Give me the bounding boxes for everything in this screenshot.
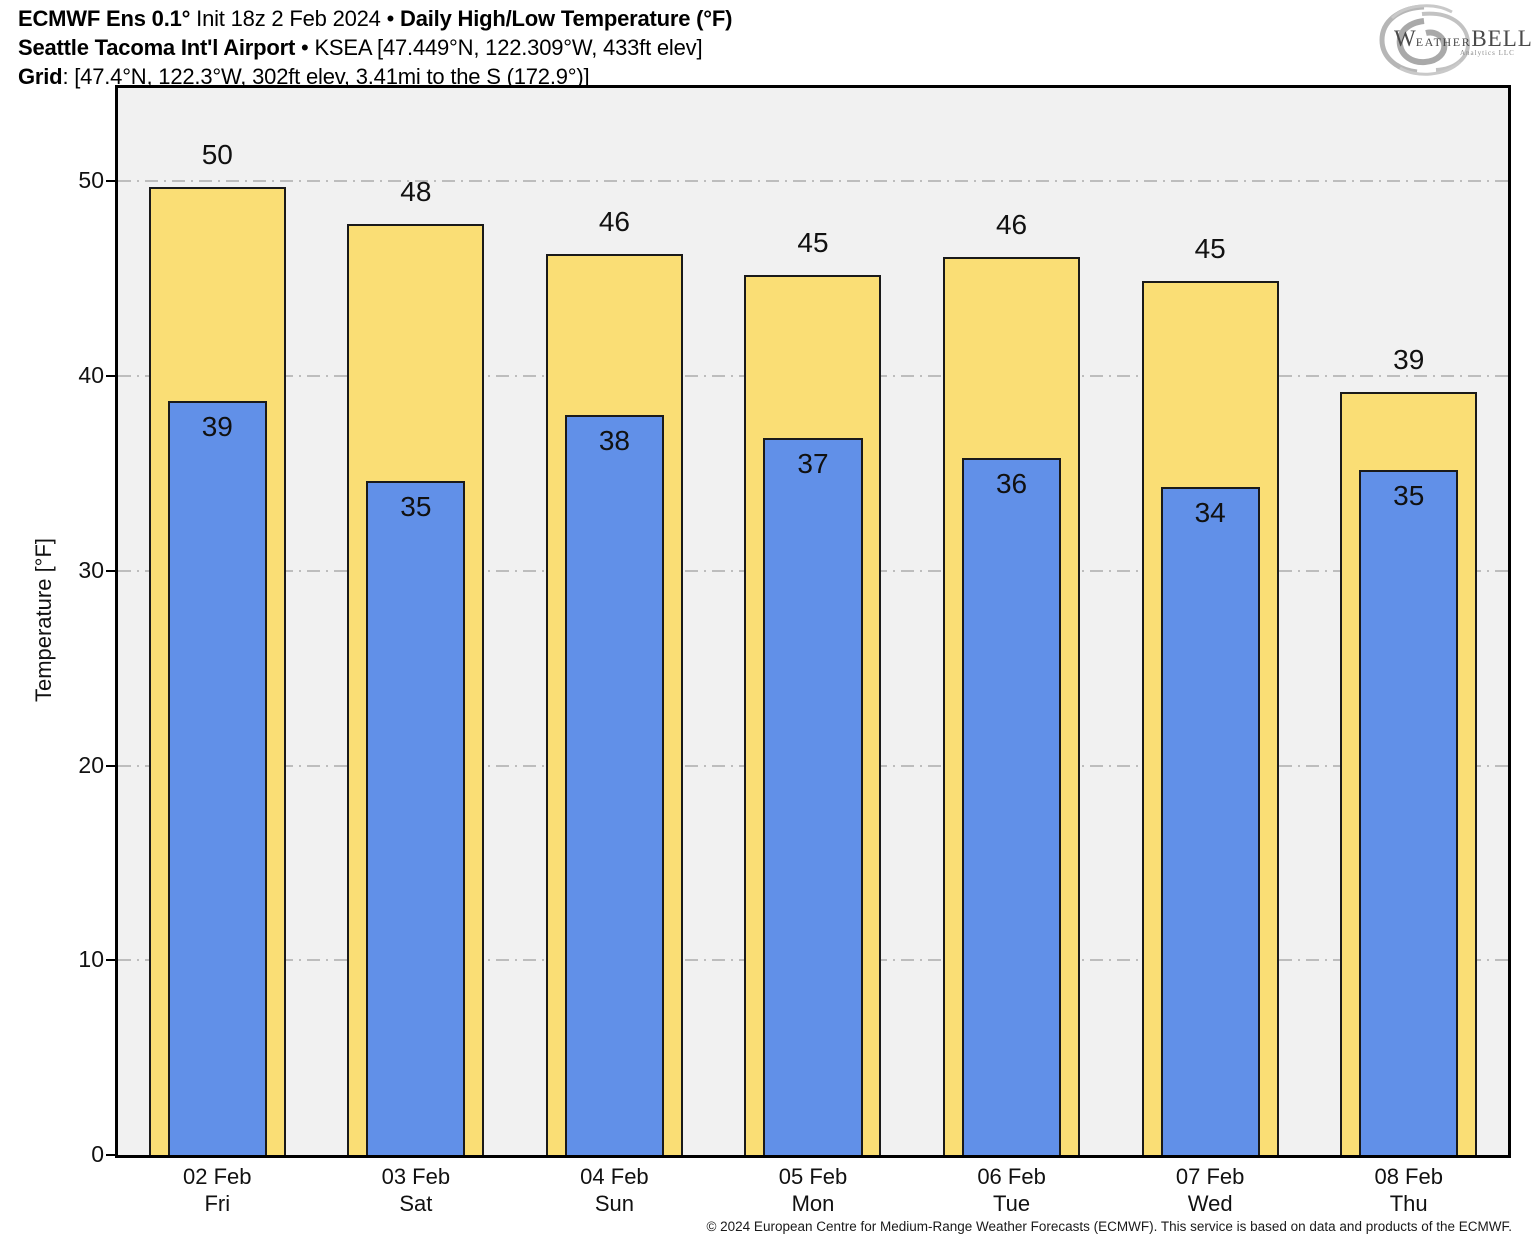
grid-label: Grid xyxy=(18,64,63,89)
low-temp-bar xyxy=(961,457,1062,1155)
low-value-label: 39 xyxy=(201,411,233,443)
logo-wordmark: WEATHERBELL xyxy=(1394,26,1533,51)
header-line-2: Seattle Tacoma Int'l Airport • KSEA [47.… xyxy=(18,33,732,62)
x-tick-date: 02 Feb xyxy=(183,1164,252,1189)
copyright-footer: © 2024 European Centre for Medium-Range … xyxy=(706,1219,1512,1234)
x-tick-weekday: Thu xyxy=(1389,1191,1428,1216)
low-value-label: 38 xyxy=(598,425,630,457)
low-value-label: 35 xyxy=(1393,479,1425,511)
x-tick-label: 03 Feb Sat xyxy=(331,1163,501,1217)
station-coords: • KSEA [47.449°N, 122.309°W, 433ft elev] xyxy=(295,35,703,60)
x-tick-label: 07 Feb Wed xyxy=(1125,1163,1295,1217)
y-tick-mark xyxy=(106,764,115,767)
x-tick-label: 05 Feb Mon xyxy=(728,1163,898,1217)
low-temp-bar xyxy=(1160,487,1260,1155)
low-value-label: 37 xyxy=(797,448,829,480)
low-value-label: 35 xyxy=(400,491,432,523)
x-tick-date: 03 Feb xyxy=(381,1164,451,1189)
y-tick-mark xyxy=(106,375,115,378)
y-tick-label: 30 xyxy=(78,556,104,583)
y-tick-mark xyxy=(106,959,115,962)
low-temp-bar xyxy=(366,481,466,1155)
high-value-label: 45 xyxy=(1194,232,1226,264)
logo-subtext: Analytics LLC xyxy=(1460,49,1515,57)
x-tick-weekday: Sun xyxy=(594,1191,634,1216)
low-temp-bar xyxy=(763,438,863,1155)
x-tick-weekday: Sat xyxy=(399,1191,433,1216)
grid-coords: : [47.4°N, 122.3°W, 302ft elev, 3.41mi t… xyxy=(62,64,590,89)
weatherbell-logo: WEATHERBELL Analytics LLC xyxy=(1372,0,1534,80)
x-tick-date: 05 Feb xyxy=(778,1164,848,1189)
high-value-label: 46 xyxy=(995,209,1028,241)
low-value-label: 34 xyxy=(1194,497,1226,529)
station-name: Seattle Tacoma Int'l Airport xyxy=(18,35,296,60)
plot-area: 50 39 48 35 46 38 45 37 46 36 45 34 39 35 xyxy=(115,85,1511,1158)
x-tick-label: 06 Feb Tue xyxy=(927,1163,1097,1217)
y-tick-label: 0 xyxy=(91,1141,104,1167)
header-line-3: Grid: [47.4°N, 122.3°W, 302ft elev, 3.41… xyxy=(18,62,732,91)
high-value-label: 39 xyxy=(1393,343,1425,375)
header-line-1: ECMWF Ens 0.1° Init 18z 2 Feb 2024 • Dai… xyxy=(18,4,732,33)
y-tick-label: 10 xyxy=(78,946,104,973)
hurricane-swirl-icon xyxy=(1379,4,1470,76)
x-tick-weekday: Mon xyxy=(791,1191,835,1216)
x-tick-weekday: Wed xyxy=(1187,1191,1233,1216)
chart-header: ECMWF Ens 0.1° Init 18z 2 Feb 2024 • Dai… xyxy=(18,4,732,91)
low-temp-bar xyxy=(1359,469,1459,1155)
x-tick-label: 02 Feb Fri xyxy=(132,1163,302,1217)
model-name: ECMWF Ens 0.1° xyxy=(18,6,191,31)
x-tick-weekday: Fri xyxy=(204,1191,231,1216)
x-tick-date: 07 Feb xyxy=(1175,1164,1245,1189)
y-tick-label: 50 xyxy=(78,167,104,194)
high-value-label: 45 xyxy=(797,226,829,258)
init-info: Init 18z 2 Feb 2024 • xyxy=(190,6,401,31)
high-value-label: 46 xyxy=(598,205,630,237)
y-tick-label: 40 xyxy=(78,362,104,389)
x-tick-date: 08 Feb xyxy=(1374,1164,1443,1189)
gridline xyxy=(118,180,1508,183)
low-temp-bar xyxy=(564,415,665,1155)
x-tick-weekday: Tue xyxy=(993,1191,1031,1216)
y-tick-label: 20 xyxy=(78,751,104,778)
y-tick-mark xyxy=(106,569,115,572)
low-temp-bar xyxy=(167,401,267,1155)
high-value-label: 50 xyxy=(201,139,233,171)
x-tick-label: 08 Feb Thu xyxy=(1324,1163,1494,1217)
x-tick-date: 06 Feb xyxy=(977,1164,1046,1189)
low-value-label: 36 xyxy=(995,467,1028,499)
x-tick-date: 04 Feb xyxy=(580,1164,649,1189)
high-value-label: 48 xyxy=(400,176,432,208)
y-tick-mark xyxy=(106,1154,115,1156)
y-tick-mark xyxy=(106,180,115,183)
chart-title: Daily High/Low Temperature (°F) xyxy=(400,6,733,31)
x-tick-label: 04 Feb Sun xyxy=(529,1163,699,1217)
